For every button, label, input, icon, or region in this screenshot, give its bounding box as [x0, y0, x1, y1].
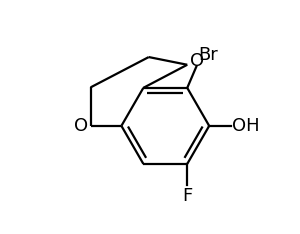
Text: O: O: [190, 52, 204, 70]
Text: O: O: [74, 117, 88, 135]
Text: F: F: [182, 187, 192, 205]
Text: Br: Br: [198, 46, 218, 64]
Text: OH: OH: [232, 117, 260, 135]
